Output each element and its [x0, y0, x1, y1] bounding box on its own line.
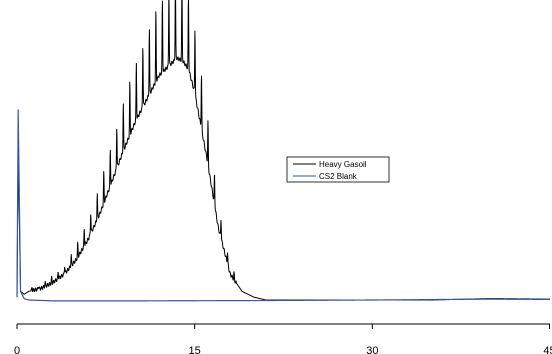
x-tick-label-30: 30 — [366, 345, 378, 354]
x-tick-label-45: 45 — [543, 345, 552, 354]
series-line-cs2-blank — [16, 109, 551, 302]
x-tick-label-0: 0 — [14, 345, 20, 354]
series-line-heavy-gasoil — [16, 0, 551, 301]
x-axis-ticks: 0 15 30 45 — [14, 324, 552, 354]
legend-box — [286, 156, 390, 183]
legend-label-cs2-blank: CS2 Blank — [319, 172, 358, 181]
legend: Heavy Gasoil CS2 Blank — [286, 156, 390, 183]
x-tick-label-15: 15 — [189, 345, 201, 354]
plot-area — [16, 0, 551, 302]
legend-label-heavy-gasoil: Heavy Gasoil — [319, 160, 367, 169]
